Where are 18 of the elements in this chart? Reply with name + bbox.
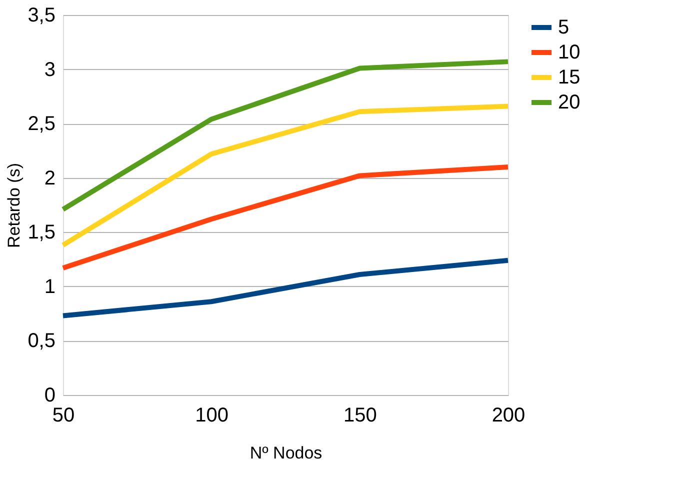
x-axis-title: Nº Nodos xyxy=(250,444,322,462)
legend-label: 15 xyxy=(558,66,580,88)
legend-label: 20 xyxy=(558,92,580,114)
y-tick-label: 1,5 xyxy=(28,222,56,244)
y-tick-label: 0 xyxy=(44,384,56,406)
y-tick-label: 2,5 xyxy=(28,113,56,136)
legend-label: 10 xyxy=(558,42,580,64)
y-tick-label: 3,5 xyxy=(28,4,56,26)
y-tick-label: 1 xyxy=(44,276,56,298)
x-tick-label: 100 xyxy=(195,404,229,426)
x-tick-label: 200 xyxy=(492,404,526,426)
x-tick-label: 150 xyxy=(343,404,377,426)
x-tick-label: 50 xyxy=(52,404,75,426)
y-tick-label: 0,5 xyxy=(28,330,56,352)
y-tick-label: 2 xyxy=(44,167,56,190)
y-tick-label: 3 xyxy=(44,58,56,81)
y-axis-title: Retardo (s) xyxy=(4,162,24,248)
legend-label: 5 xyxy=(558,16,570,38)
